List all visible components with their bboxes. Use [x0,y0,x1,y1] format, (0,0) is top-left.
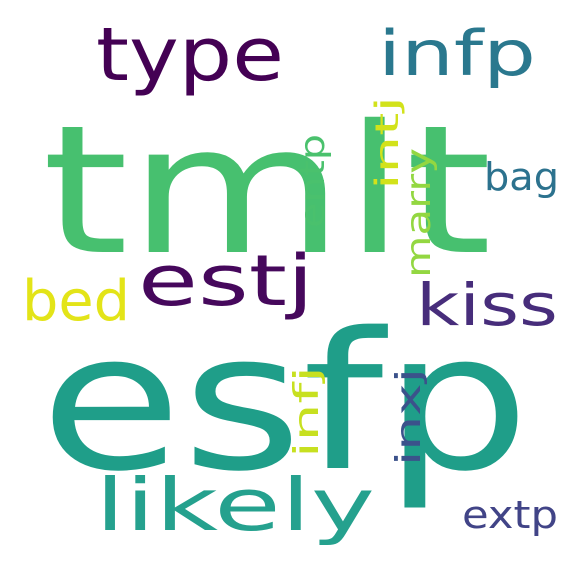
word-type: type [96,12,284,98]
word-kiss: kiss [416,271,558,339]
word-infj: infj [287,366,327,458]
word-bag: bag [484,155,559,199]
word-esfp: esfp [40,292,530,513]
word-tmlt: tmlt [42,87,492,294]
word-inxj: inxj [389,368,429,466]
word-estj: estj [138,240,314,322]
word-entp: entp [293,134,333,228]
word-extp: extp [462,493,558,537]
word-marry: marry [399,148,439,278]
word-intj: intj [368,96,406,190]
word-bed: bed [22,269,130,334]
word-likely: likely [95,463,375,547]
word-infp: infp [378,17,536,90]
